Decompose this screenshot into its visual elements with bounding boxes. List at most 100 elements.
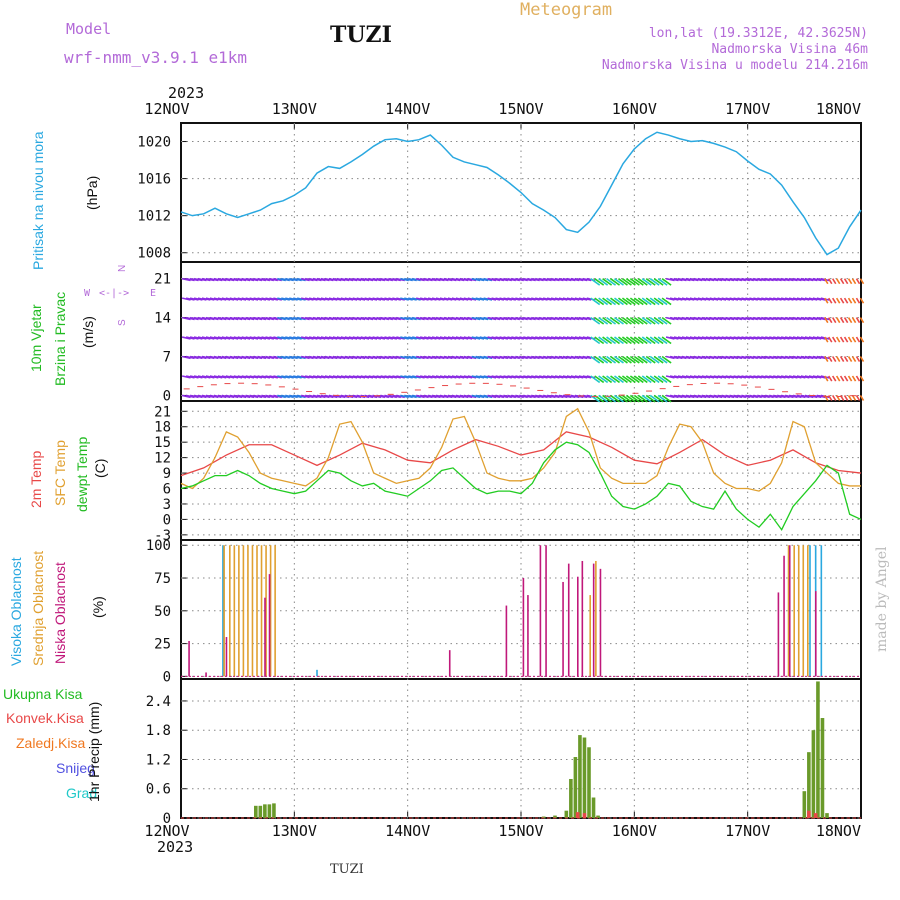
wind-barb bbox=[388, 297, 398, 301]
wind-barb bbox=[193, 277, 203, 282]
wind-barb bbox=[590, 297, 601, 306]
wind-barb bbox=[300, 375, 310, 379]
wind-barb bbox=[566, 336, 576, 340]
wind-barb bbox=[431, 375, 441, 379]
wind-barb bbox=[824, 375, 829, 382]
wind-barb bbox=[447, 375, 457, 379]
wind-barb bbox=[293, 394, 302, 399]
wind-barb bbox=[316, 277, 326, 282]
wind-barb bbox=[725, 355, 735, 360]
wind-barb bbox=[618, 278, 628, 286]
wind-barb bbox=[487, 375, 497, 379]
wind-barb bbox=[225, 316, 235, 321]
wind-barb bbox=[749, 297, 758, 301]
wind-barb bbox=[344, 297, 354, 301]
wind-barb bbox=[181, 355, 191, 360]
wind-barb bbox=[404, 277, 413, 282]
wind-barb bbox=[205, 355, 215, 360]
wind-barb bbox=[304, 355, 314, 360]
time-tick-bottom-6: 18NOV bbox=[816, 822, 861, 840]
wind-barb bbox=[495, 277, 505, 282]
wind-barb bbox=[621, 316, 632, 325]
year-bottom: 2023 bbox=[157, 838, 194, 856]
wind-barb bbox=[641, 316, 652, 325]
wind-barb bbox=[451, 316, 461, 321]
wind-barb bbox=[717, 316, 727, 321]
wind-barb bbox=[495, 355, 505, 360]
wind-barb bbox=[697, 355, 707, 360]
wind-barb bbox=[229, 394, 239, 399]
wind-barb bbox=[558, 297, 568, 301]
wind-barb bbox=[717, 297, 727, 301]
wind-barb bbox=[455, 375, 465, 379]
wind-barb bbox=[352, 355, 362, 360]
wind-barb bbox=[741, 316, 751, 321]
wind-barb bbox=[681, 336, 691, 340]
wind-barb bbox=[665, 316, 675, 321]
wind-barb bbox=[495, 297, 505, 301]
wind-barb bbox=[625, 278, 636, 286]
wind-barb bbox=[701, 336, 711, 340]
wind-barb bbox=[851, 375, 857, 382]
wind-barb bbox=[614, 297, 624, 306]
wind-barb bbox=[181, 277, 191, 282]
wind-barb bbox=[653, 336, 664, 345]
wind-barb bbox=[348, 297, 358, 301]
wind-barb bbox=[392, 375, 401, 379]
wind-barb bbox=[531, 394, 540, 399]
wind-barb bbox=[610, 297, 620, 306]
wind-barb bbox=[693, 297, 703, 301]
wind-barb bbox=[316, 297, 326, 301]
wind-barb bbox=[300, 297, 310, 301]
wind-barb bbox=[507, 394, 517, 399]
wind-barb bbox=[523, 394, 532, 399]
wind-barb bbox=[296, 316, 306, 321]
pressure-label: Pritisak na nivou mora bbox=[30, 131, 46, 270]
rain-total-bar bbox=[582, 737, 587, 818]
wind-barb bbox=[304, 316, 314, 321]
wind-barb bbox=[562, 375, 572, 379]
wind-barb bbox=[300, 336, 310, 340]
year-top: 2023 bbox=[168, 84, 205, 102]
wind-barb bbox=[749, 355, 758, 360]
wind-barb bbox=[847, 336, 853, 343]
wind-barb bbox=[689, 277, 699, 282]
wind-barb bbox=[277, 394, 286, 399]
wind-barb bbox=[673, 355, 683, 360]
wind-barb bbox=[637, 375, 648, 384]
wind-barb bbox=[471, 297, 481, 301]
wind-barb bbox=[574, 297, 584, 301]
wind-barb bbox=[745, 375, 755, 379]
wind-barb bbox=[185, 355, 195, 360]
wind-barb bbox=[289, 297, 298, 301]
wind-barb bbox=[570, 297, 580, 301]
wind-barb bbox=[308, 277, 318, 282]
wind-barb bbox=[637, 394, 648, 403]
wind-barb bbox=[332, 355, 342, 360]
wind-barb bbox=[570, 277, 580, 282]
wind-barb bbox=[653, 278, 664, 286]
wind-barb bbox=[645, 316, 656, 325]
wind-barb bbox=[665, 336, 675, 340]
wind-barb bbox=[388, 336, 398, 340]
wind-barb bbox=[843, 317, 849, 324]
wind-barb bbox=[443, 355, 453, 360]
wind-barb bbox=[269, 277, 279, 282]
wind-barb bbox=[566, 375, 576, 379]
wind-barb bbox=[788, 316, 798, 321]
wind-barb bbox=[828, 317, 833, 324]
wind-barb bbox=[610, 394, 620, 403]
wind-barb bbox=[408, 297, 417, 301]
wind-barb bbox=[463, 277, 473, 282]
wind-barb bbox=[523, 375, 532, 379]
wind-barb bbox=[780, 316, 790, 321]
wind-barb bbox=[546, 316, 556, 321]
wind-barb bbox=[788, 355, 798, 360]
wind-barb bbox=[633, 316, 644, 325]
wind-barb bbox=[439, 355, 449, 360]
wind-barb bbox=[388, 277, 398, 282]
wind-barb bbox=[649, 394, 660, 403]
wind-barb bbox=[769, 394, 778, 399]
wind-barb bbox=[847, 278, 853, 285]
